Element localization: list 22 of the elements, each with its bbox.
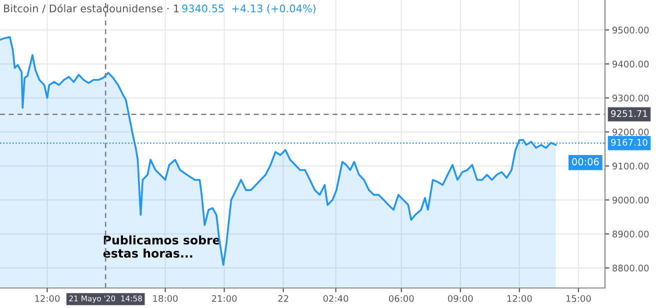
y-tick-label: 9300.00 (612, 94, 649, 102)
x-tick-label: 06:00 (388, 295, 414, 302)
annotation: 00:06 (572, 158, 599, 166)
y-tick-label: 9400.00 (612, 60, 649, 68)
y-tick-label: 8800.00 (612, 264, 649, 272)
ref-line-label: 9167.10 (611, 138, 648, 146)
y-tick-label: 9200.00 (612, 128, 649, 136)
y-tick-label: 9000.00 (612, 196, 649, 204)
x-tick-label: 12:00 (507, 295, 532, 302)
x-tick-label: 22 (278, 295, 288, 302)
x-tick-label: 02:40 (323, 295, 348, 302)
x-tick-label: 18:00 (153, 295, 178, 302)
x-tick-label: 12:00 (35, 295, 60, 302)
ref-line-label: 9251.71 (611, 110, 648, 117)
x-tick-label: 21:00 (212, 295, 237, 302)
chart-subtitle: 9340.55 +4.13 (+0.04%) (182, 4, 316, 14)
y-tick-label: 8900.00 (612, 230, 649, 238)
y-tick-label: 9100.00 (612, 162, 649, 170)
x-tick-label: 15:00 (566, 295, 591, 302)
y-tick-label: 9500.00 (612, 26, 649, 34)
x-tick-label: 09:00 (448, 295, 473, 302)
chart-title: Bitcoin / Dólar estadounidense · 1 (4, 4, 179, 14)
